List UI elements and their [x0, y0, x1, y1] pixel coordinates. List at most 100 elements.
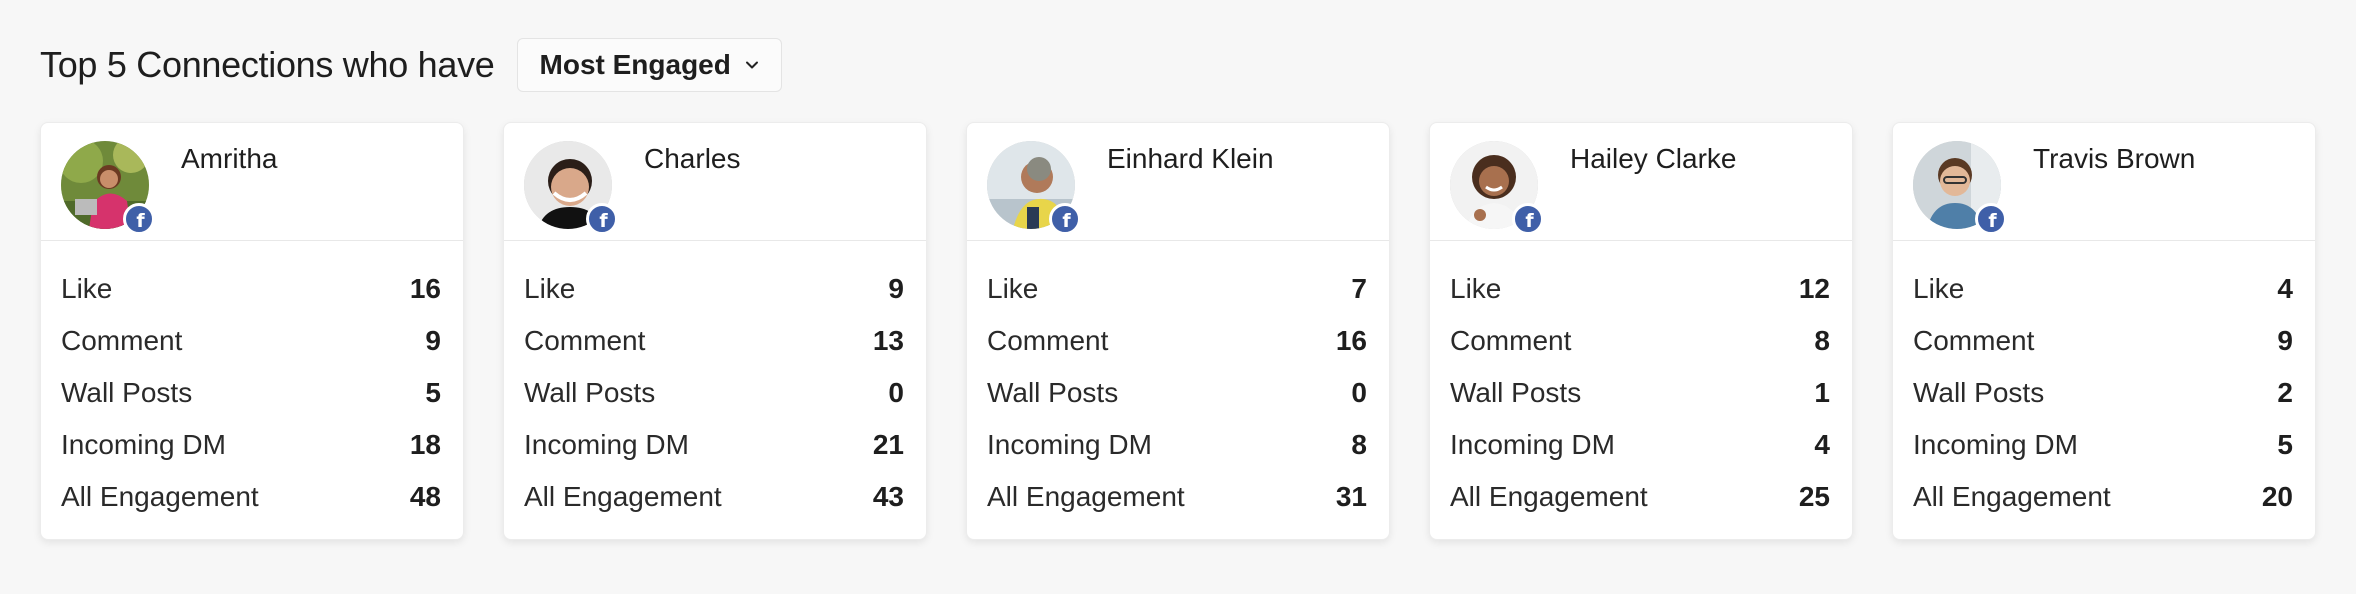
stat-row-like: Like 7 — [987, 263, 1367, 315]
facebook-icon: f — [1975, 203, 2007, 235]
stat-value: 25 — [1798, 481, 1830, 512]
connection-cards: f Amritha Like 16 Comment 9 Wall Posts 5… — [40, 122, 2316, 540]
stat-row-incoming-dm: Incoming DM 4 — [1450, 419, 1830, 471]
stat-value: 7 — [1351, 273, 1367, 304]
stat-row-incoming-dm: Incoming DM 8 — [987, 419, 1367, 471]
stat-value: 9 — [2277, 325, 2293, 356]
stat-value: 31 — [1335, 481, 1367, 512]
stat-row-incoming-dm: Incoming DM 21 — [524, 419, 904, 471]
stat-row-comment: Comment 13 — [524, 315, 904, 367]
stat-value: 48 — [409, 481, 441, 512]
card-header: f Amritha — [41, 123, 463, 241]
stat-label: Incoming DM — [1450, 429, 1615, 460]
stat-value: 5 — [425, 377, 441, 408]
connection-card[interactable]: f Amritha Like 16 Comment 9 Wall Posts 5… — [40, 122, 464, 540]
widget-header: Top 5 Connections who have Most Engaged — [40, 38, 782, 92]
stat-label: Incoming DM — [524, 429, 689, 460]
stat-row-wall-posts: Wall Posts 0 — [524, 367, 904, 419]
stat-value: 8 — [1351, 429, 1367, 460]
engagement-stats: Like 12 Comment 8 Wall Posts 1 Incoming … — [1430, 241, 1852, 523]
stat-label: Comment — [1913, 325, 2035, 356]
stat-label: Comment — [61, 325, 183, 356]
stat-value: 4 — [2277, 273, 2293, 304]
engagement-stats: Like 4 Comment 9 Wall Posts 2 Incoming D… — [1893, 241, 2315, 523]
stat-value: 9 — [888, 273, 904, 304]
stat-row-wall-posts: Wall Posts 1 — [1450, 367, 1830, 419]
connection-card[interactable]: f Einhard Klein Like 7 Comment 16 Wall P… — [966, 122, 1390, 540]
stat-label: Like — [61, 273, 113, 304]
stat-value: 2 — [2277, 377, 2293, 408]
connection-card[interactable]: f Charles Like 9 Comment 13 Wall Posts 0… — [503, 122, 927, 540]
stat-label: Incoming DM — [987, 429, 1152, 460]
connection-name[interactable]: Amritha — [181, 143, 278, 174]
stat-row-all-engagement: All Engagement 43 — [524, 471, 904, 523]
stat-row-wall-posts: Wall Posts 2 — [1913, 367, 2293, 419]
stat-value: 9 — [425, 325, 441, 356]
widget-title: Top 5 Connections who have — [40, 44, 495, 85]
dropdown-selected-value: Most Engaged — [539, 49, 731, 80]
chevron-down-icon — [745, 61, 758, 69]
stat-value: 12 — [1798, 273, 1830, 304]
stat-label: Like — [524, 273, 576, 304]
stat-value: 16 — [1335, 325, 1367, 356]
stat-label: Wall Posts — [987, 377, 1119, 408]
stat-row-incoming-dm: Incoming DM 5 — [1913, 419, 2293, 471]
stat-label: All Engagement — [1913, 481, 2111, 512]
stat-row-all-engagement: All Engagement 20 — [1913, 471, 2293, 523]
connection-name[interactable]: Hailey Clarke — [1570, 143, 1737, 174]
stat-row-like: Like 9 — [524, 263, 904, 315]
connection-card[interactable]: f Hailey Clarke Like 12 Comment 8 Wall P… — [1429, 122, 1853, 540]
stat-label: Like — [987, 273, 1039, 304]
connection-name[interactable]: Einhard Klein — [1107, 143, 1274, 174]
stat-label: Wall Posts — [1450, 377, 1582, 408]
facebook-icon: f — [586, 203, 618, 235]
stat-row-comment: Comment 9 — [1913, 315, 2293, 367]
stat-value: 4 — [1814, 429, 1830, 460]
stat-label: All Engagement — [61, 481, 259, 512]
stat-row-wall-posts: Wall Posts 5 — [61, 367, 441, 419]
connection-name[interactable]: Charles — [644, 143, 741, 174]
stat-row-all-engagement: All Engagement 31 — [987, 471, 1367, 523]
facebook-icon: f — [123, 203, 155, 235]
stat-row-like: Like 16 — [61, 263, 441, 315]
stat-label: Wall Posts — [61, 377, 193, 408]
stat-label: All Engagement — [1450, 481, 1648, 512]
stat-value: 0 — [888, 377, 904, 408]
connection-name[interactable]: Travis Brown — [2033, 143, 2196, 174]
stat-value: 1 — [1814, 377, 1830, 408]
connection-card[interactable]: f Travis Brown Like 4 Comment 9 Wall Pos… — [1892, 122, 2316, 540]
facebook-icon: f — [1512, 203, 1544, 235]
stat-label: Wall Posts — [1913, 377, 2045, 408]
stat-row-incoming-dm: Incoming DM 18 — [61, 419, 441, 471]
stat-label: Incoming DM — [61, 429, 226, 460]
engagement-stats: Like 16 Comment 9 Wall Posts 5 Incoming … — [41, 241, 463, 523]
engagement-stats: Like 9 Comment 13 Wall Posts 0 Incoming … — [504, 241, 926, 523]
card-header: f Charles — [504, 123, 926, 241]
stat-row-wall-posts: Wall Posts 0 — [987, 367, 1367, 419]
stat-label: Comment — [524, 325, 646, 356]
stat-value: 8 — [1814, 325, 1830, 356]
stat-value: 13 — [872, 325, 904, 356]
stat-label: Comment — [1450, 325, 1572, 356]
stat-row-like: Like 12 — [1450, 263, 1830, 315]
stat-value: 0 — [1351, 377, 1367, 408]
stat-row-all-engagement: All Engagement 48 — [61, 471, 441, 523]
stat-row-comment: Comment 16 — [987, 315, 1367, 367]
card-header: f Travis Brown — [1893, 123, 2315, 241]
stat-value: 5 — [2277, 429, 2293, 460]
card-header: f Einhard Klein — [967, 123, 1389, 241]
stat-row-comment: Comment 9 — [61, 315, 441, 367]
card-header: f Hailey Clarke — [1430, 123, 1852, 241]
stat-value: 43 — [872, 481, 904, 512]
stat-label: Incoming DM — [1913, 429, 2078, 460]
stat-label: Like — [1913, 273, 1965, 304]
stat-value: 18 — [409, 429, 441, 460]
stat-label: All Engagement — [987, 481, 1185, 512]
stat-row-like: Like 4 — [1913, 263, 2293, 315]
engagement-filter-dropdown[interactable]: Most Engaged — [516, 38, 782, 92]
stat-value: 21 — [872, 429, 904, 460]
stat-row-comment: Comment 8 — [1450, 315, 1830, 367]
stat-label: Like — [1450, 273, 1502, 304]
stat-value: 16 — [409, 273, 441, 304]
